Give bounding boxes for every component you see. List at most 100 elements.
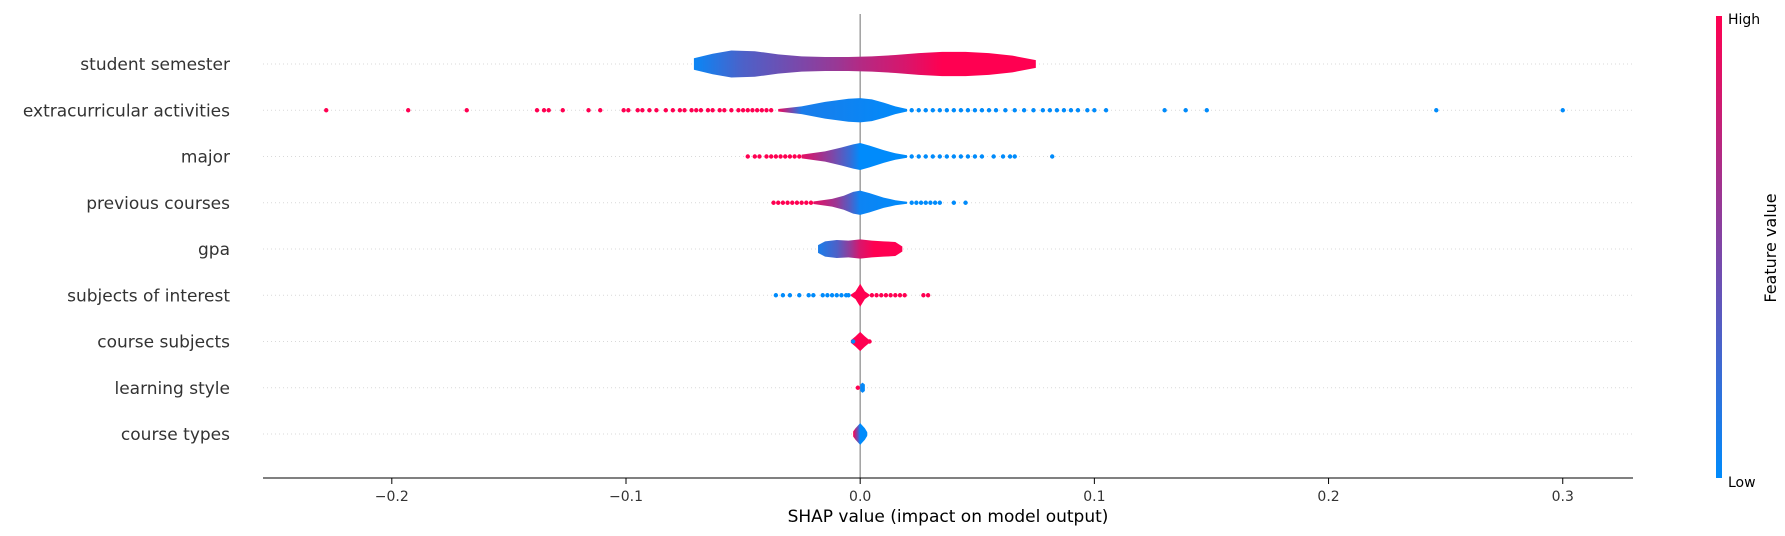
shap-point xyxy=(820,293,825,298)
shap-point xyxy=(951,108,957,113)
x-axis-title: SHAP value (impact on model output) xyxy=(788,507,1109,527)
feature-violin xyxy=(818,239,903,259)
x-axis-ticks: −0.2 −0.1 0.0 0.1 0.2 0.3 xyxy=(375,478,1574,505)
shap-point xyxy=(811,293,816,298)
shap-point xyxy=(1183,108,1188,113)
shap-point xyxy=(937,154,943,159)
shap-point xyxy=(790,200,795,205)
shap-point xyxy=(799,200,804,205)
shap-point xyxy=(883,293,889,298)
shap-point xyxy=(534,108,540,113)
shap-point xyxy=(1075,108,1081,113)
shap-point xyxy=(846,293,851,298)
shap-point xyxy=(752,154,757,159)
shap-point xyxy=(647,108,652,113)
shap-point xyxy=(944,108,950,113)
shap-point xyxy=(324,108,329,113)
colorbar-low-label: Low xyxy=(1728,475,1756,491)
shap-point xyxy=(783,154,788,159)
shap-point xyxy=(670,108,676,113)
shap-point xyxy=(635,108,640,113)
shap-point xyxy=(1061,108,1067,113)
feature-violin xyxy=(693,50,1036,78)
shap-point xyxy=(750,108,755,113)
shap-point xyxy=(541,108,547,113)
shap-point xyxy=(792,154,797,159)
x-tick-label: 0.1 xyxy=(1083,489,1105,505)
shap-point xyxy=(745,108,750,113)
feature-label: gpa xyxy=(198,240,230,260)
x-tick-label: −0.2 xyxy=(375,489,409,505)
shap-point xyxy=(736,108,741,113)
shap-point xyxy=(897,293,903,298)
shap-point xyxy=(757,154,762,159)
x-axis: −0.2 −0.1 0.0 0.1 0.2 0.3 SHAP value (impact … xyxy=(263,477,1633,527)
feature-violin xyxy=(813,190,908,215)
shap-point xyxy=(928,200,933,205)
shap-point xyxy=(1040,108,1046,113)
shap-point xyxy=(754,108,760,113)
feature-label: learning style xyxy=(114,379,230,399)
shap-point xyxy=(923,154,928,159)
shap-point xyxy=(1050,154,1055,159)
shap-point xyxy=(776,200,781,205)
violin-layer xyxy=(693,50,1036,445)
shap-point xyxy=(640,108,645,113)
shap-point xyxy=(1054,108,1060,113)
grid-layer xyxy=(263,63,1633,435)
shap-point xyxy=(759,108,765,113)
shap-point xyxy=(1068,108,1074,113)
shap-point xyxy=(932,200,938,205)
shap-point xyxy=(937,108,943,113)
shap-point xyxy=(1162,108,1167,113)
shap-point xyxy=(689,108,694,113)
shap-point xyxy=(663,108,669,113)
shap-point xyxy=(1085,108,1090,113)
shap-point xyxy=(1092,108,1097,113)
x-tick-label: 0.0 xyxy=(849,489,871,505)
shap-point xyxy=(829,293,835,298)
feature-violin xyxy=(850,283,870,307)
shap-point xyxy=(1007,154,1013,159)
shap-point xyxy=(621,108,626,113)
shap-point xyxy=(850,339,856,344)
shap-point xyxy=(598,108,603,113)
shap-point xyxy=(1000,154,1006,159)
shap-point xyxy=(937,200,943,205)
shap-point xyxy=(874,293,879,298)
shap-point xyxy=(745,154,750,159)
shap-point xyxy=(986,108,992,113)
shap-point xyxy=(722,108,727,113)
shap-point xyxy=(780,200,786,205)
feature-label: extracurricular activities xyxy=(23,101,230,121)
shap-point xyxy=(909,108,914,113)
feature-violin xyxy=(801,143,908,170)
shap-point xyxy=(869,293,875,298)
shap-point xyxy=(768,108,774,113)
shap-point xyxy=(888,293,893,298)
shap-point xyxy=(785,200,790,205)
shap-point xyxy=(1031,108,1036,113)
shap-point xyxy=(855,385,861,390)
shap-point xyxy=(930,154,935,159)
points-layer xyxy=(324,108,1565,390)
shap-point xyxy=(825,293,830,298)
shap-point xyxy=(909,154,914,159)
shap-point xyxy=(1012,154,1017,159)
shap-point xyxy=(839,293,844,298)
colorbar-gradient-bar xyxy=(1716,16,1722,478)
shap-point xyxy=(918,200,924,205)
feature-violin xyxy=(853,423,868,445)
shap-point xyxy=(778,154,783,159)
x-tick-label: 0.3 xyxy=(1552,489,1574,505)
shap-point xyxy=(764,154,769,159)
shap-point xyxy=(768,154,774,159)
shap-point xyxy=(806,293,811,298)
shap-point xyxy=(1434,108,1439,113)
shap-point xyxy=(1003,108,1008,113)
shap-point xyxy=(1012,108,1017,113)
shap-point xyxy=(794,200,800,205)
shap-point xyxy=(780,293,786,298)
shap-point xyxy=(546,108,551,113)
